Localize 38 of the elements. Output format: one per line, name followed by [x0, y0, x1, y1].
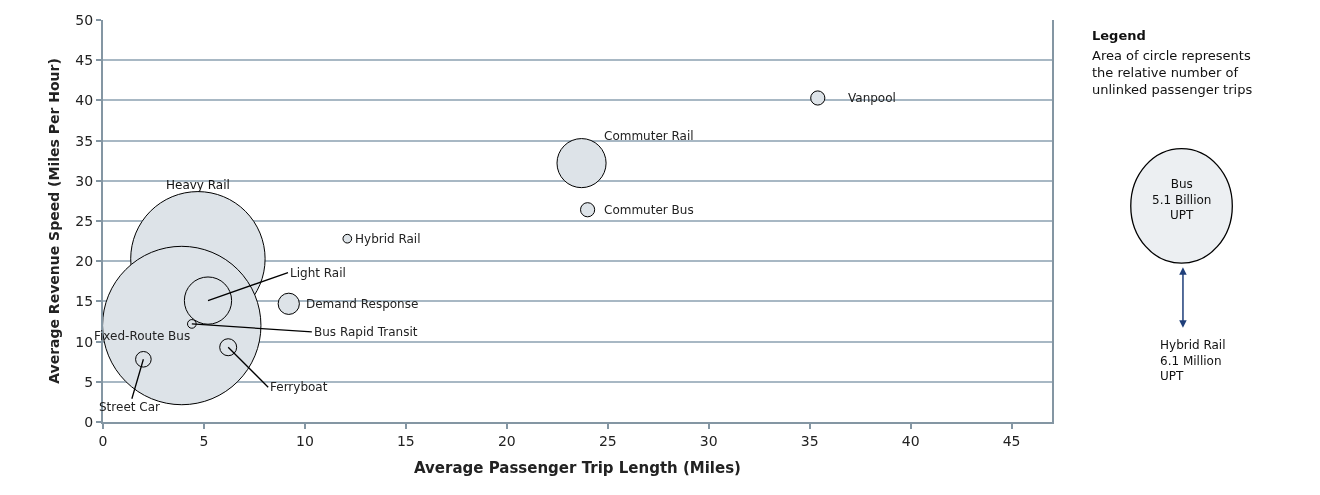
- x-tick-label: 30: [699, 432, 718, 449]
- text: Bus 5.1 Billion UPT: [1152, 177, 1212, 223]
- annotation: Demand Response: [306, 297, 419, 311]
- x-tick-label: 20: [497, 432, 516, 449]
- annotation: Hybrid Rail: [355, 232, 421, 246]
- x-tick-label: 5: [199, 432, 209, 449]
- x-tick-label: 10: [296, 432, 314, 449]
- y-tick-label: 10: [75, 333, 94, 350]
- annotation: Commuter Bus: [604, 203, 694, 217]
- y-tick-label: 5: [84, 373, 94, 390]
- annotation: Bus Rapid Transit: [314, 325, 418, 339]
- y-tick-label: 25: [75, 212, 94, 229]
- x-tick-label: 15: [396, 432, 415, 449]
- annotation: Street Car: [99, 400, 161, 414]
- x-tick-label: 45: [1002, 432, 1021, 449]
- y-tick-label: 50: [75, 11, 94, 28]
- y-tick-label: 15: [75, 293, 94, 310]
- x-tick-label: 25: [598, 432, 617, 449]
- annotation: Vanpool: [848, 91, 896, 105]
- y-tick-label: 30: [75, 172, 94, 189]
- text: Legend: [1092, 28, 1146, 43]
- y-tick-label: 0: [84, 413, 94, 430]
- y-tick-label: 45: [75, 52, 94, 69]
- x-tick-label: 40: [901, 432, 920, 449]
- text: Hybrid Rail 6.1 Million UPT: [1160, 338, 1226, 384]
- y-axis-title: Average Revenue Speed (Miles Per Hour): [46, 58, 63, 384]
- annotation: Ferryboat: [270, 380, 328, 394]
- y-tick-label: 35: [75, 132, 94, 149]
- annotation: Commuter Rail: [604, 129, 694, 143]
- y-tick-label: 40: [75, 92, 94, 109]
- annotation: Heavy Rail: [166, 178, 230, 192]
- text: Area of circle represents the relative number of unlinked passenger trips: [1092, 48, 1253, 97]
- x-tick-label: 0: [98, 432, 108, 449]
- x-tick-label: 35: [800, 432, 819, 449]
- annotation: Light Rail: [290, 266, 346, 280]
- y-tick-label: 20: [75, 253, 94, 270]
- x-axis-title: Average Passenger Trip Length (Miles): [414, 459, 741, 478]
- annotation: Fixed-Route Bus: [94, 329, 191, 343]
